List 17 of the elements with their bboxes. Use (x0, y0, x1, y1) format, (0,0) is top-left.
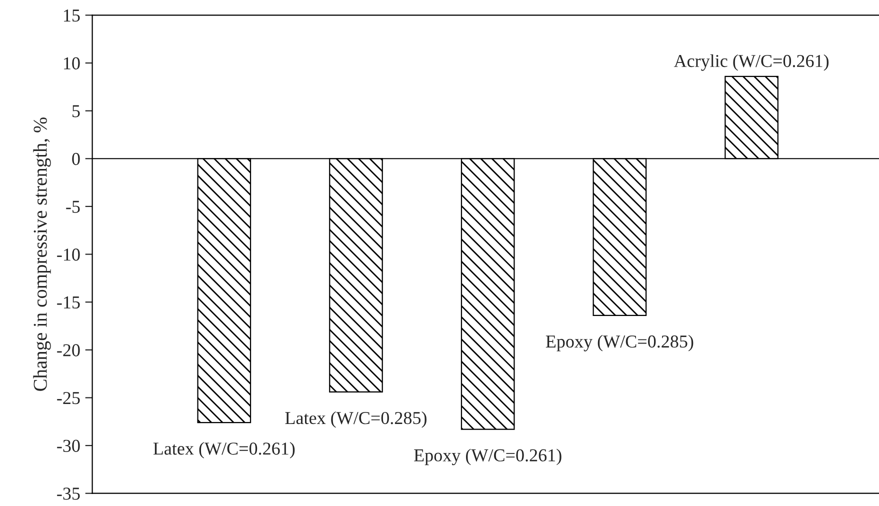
x-tick-label: Latex (W/C=0.261) (153, 442, 295, 458)
y-tick-label: -15 (57, 296, 80, 309)
y-tick-label: -35 (57, 488, 80, 500)
y-tick-label: -20 (57, 344, 80, 356)
x-tick-label: Epoxy (W/C=0.261) (414, 448, 562, 466)
x-tick-label: Latex (W/C=0.285) (285, 411, 426, 428)
y-tick-label: -25 (57, 392, 80, 404)
y-tick-label: -10 (57, 248, 80, 261)
x-tick-label: Acrylic (W/C=0.261) (674, 54, 829, 71)
y-tick-label: -5 (66, 200, 80, 213)
y-tick-label: -30 (57, 440, 80, 452)
y-tick-label: 10 (64, 57, 80, 70)
y-axis-title: Change in compressive strength, % (33, 118, 51, 391)
y-tick-label: 0 (72, 152, 80, 166)
y-tick-label: 15 (64, 10, 80, 22)
y-tick-label: 5 (72, 105, 80, 118)
x-tick-label: Epoxy (W/C=0.285) (546, 334, 694, 352)
